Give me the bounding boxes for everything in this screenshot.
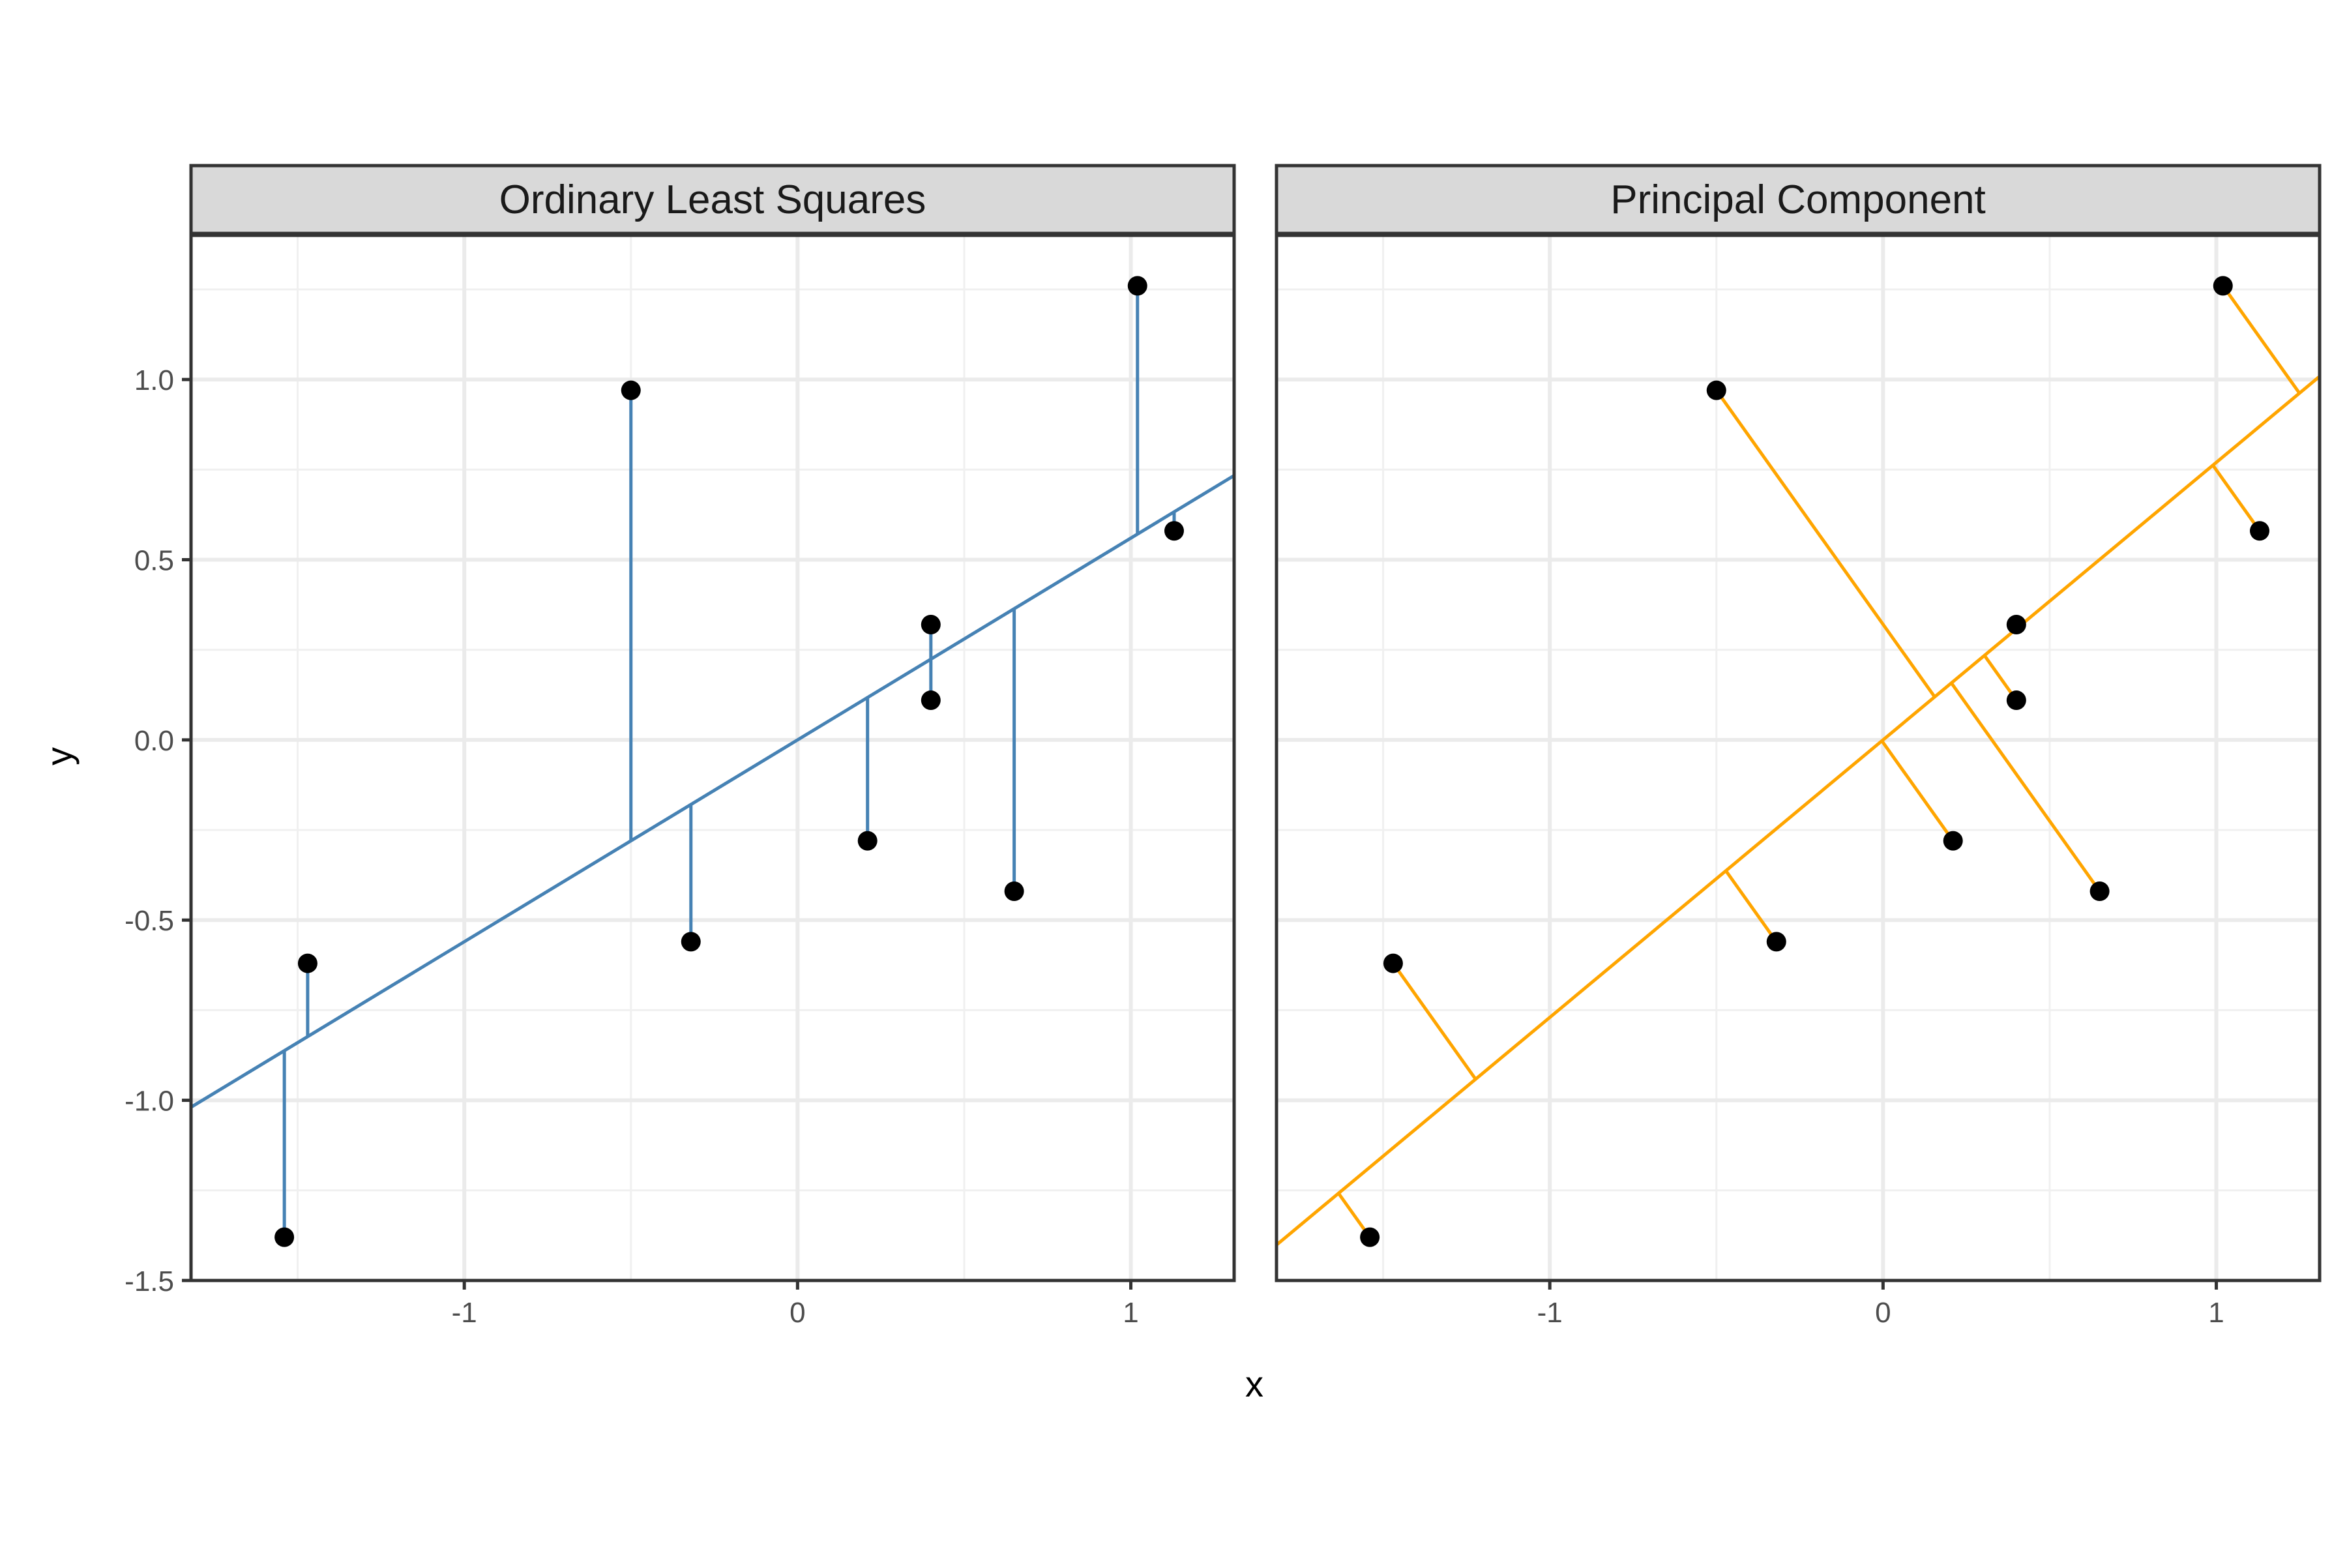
panel-strip bbox=[189, 164, 1236, 235]
fit-line bbox=[1277, 375, 2320, 1247]
data-point bbox=[274, 1227, 295, 1247]
data-point bbox=[1943, 831, 1963, 851]
y-tick-label: -1.0 bbox=[125, 1086, 174, 1117]
orthogonal-residual bbox=[2211, 464, 2262, 532]
fit-line bbox=[191, 474, 1234, 1109]
panel-title: Ordinary Least Squares bbox=[499, 177, 926, 222]
data-point bbox=[1164, 521, 1184, 541]
panel-title: Principal Component bbox=[1610, 177, 1986, 222]
data-point bbox=[1766, 932, 1786, 952]
x-tick-label: 0 bbox=[790, 1297, 805, 1329]
data-point bbox=[857, 831, 878, 851]
y-tick-label: -1.5 bbox=[125, 1265, 174, 1297]
x-tick-label: -1 bbox=[1537, 1297, 1563, 1329]
panel-border bbox=[1275, 233, 2322, 1282]
panel-border bbox=[189, 233, 1236, 1282]
data-point bbox=[1383, 953, 1403, 973]
y-tick-label: 0.0 bbox=[134, 725, 174, 757]
data-layer bbox=[191, 276, 1234, 1247]
orthogonal-residual bbox=[1715, 389, 1936, 698]
x-tick-label: 1 bbox=[1123, 1297, 1138, 1329]
y-tick-label: 1.0 bbox=[134, 364, 174, 396]
y-tick-label: 0.5 bbox=[134, 544, 174, 576]
panel-strip bbox=[1275, 164, 2322, 235]
data-point bbox=[2249, 521, 2269, 541]
plot-background bbox=[1277, 235, 2320, 1280]
orthogonal-residual bbox=[1950, 682, 2101, 893]
y-tick-label: -0.5 bbox=[125, 905, 174, 937]
x-axis-title: x bbox=[1245, 1363, 1263, 1404]
data-layer bbox=[1277, 276, 2320, 1247]
orthogonal-residual bbox=[1880, 739, 1955, 842]
data-point bbox=[2006, 690, 2026, 711]
x-tick-label: -1 bbox=[452, 1297, 477, 1329]
panel-pca: Principal Component -1 0 1 bbox=[1275, 164, 2322, 1329]
orthogonal-residual bbox=[1391, 962, 1477, 1080]
data-point bbox=[921, 690, 941, 711]
data-point bbox=[921, 614, 941, 634]
orthogonal-residual bbox=[2221, 284, 2301, 394]
data-point bbox=[1127, 276, 1147, 296]
data-point bbox=[681, 932, 701, 952]
plot-background bbox=[191, 235, 1234, 1280]
x-tick-label: 1 bbox=[2208, 1297, 2224, 1329]
data-point bbox=[2089, 881, 2110, 902]
data-point bbox=[297, 953, 317, 973]
y-axis-title: y bbox=[38, 747, 80, 765]
orthogonal-residual bbox=[1724, 870, 1778, 943]
x-tick-label: 0 bbox=[1875, 1297, 1891, 1329]
data-point bbox=[2213, 276, 2233, 296]
data-point bbox=[1706, 380, 1726, 400]
data-point bbox=[1360, 1227, 1380, 1247]
data-point bbox=[2006, 614, 2026, 634]
data-point bbox=[1004, 881, 1024, 902]
data-point bbox=[621, 380, 641, 400]
panel-ols: Ordinary Least Squares -1 0 1 -1.5 -1.0 -0.5 0.… bbox=[125, 164, 1236, 1329]
